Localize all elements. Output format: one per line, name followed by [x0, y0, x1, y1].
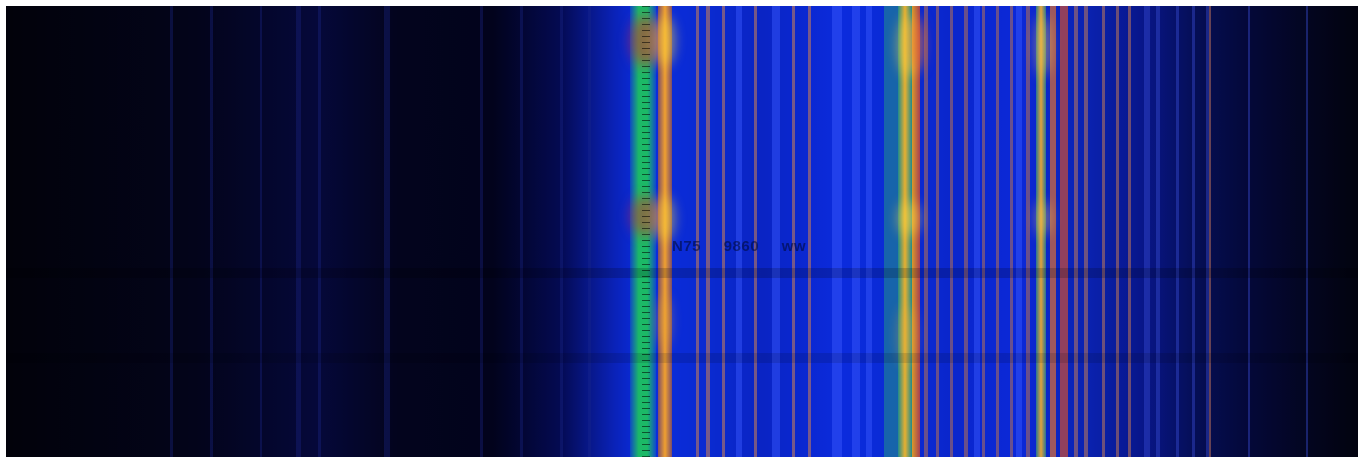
spectral-line	[1209, 6, 1211, 457]
spectrum-waterfall-display[interactable]: N75 9860 ww	[6, 6, 1358, 457]
spectral-line	[964, 6, 968, 457]
spectral-line	[832, 6, 842, 457]
spectral-line	[792, 6, 795, 457]
spectral-line	[1192, 6, 1195, 457]
spectral-line	[808, 6, 811, 457]
signal-hotspot	[912, 16, 924, 71]
spectral-line	[1306, 6, 1308, 457]
signal-hotspot	[1036, 16, 1050, 76]
spectral-line	[588, 6, 591, 457]
spectral-line	[722, 6, 725, 457]
signal-hotspot	[1036, 201, 1050, 236]
signal-hotspot	[658, 296, 670, 346]
strong-carrier-line	[1036, 6, 1046, 457]
spectral-line	[480, 6, 483, 457]
spectral-line	[754, 6, 757, 457]
spectral-line	[1176, 6, 1179, 457]
frequency-overlay-label: N75 9860 ww	[672, 238, 807, 255]
spectral-line	[1026, 6, 1030, 457]
spectral-line	[520, 6, 523, 457]
spectral-line	[1116, 6, 1119, 457]
spectral-line	[1060, 6, 1068, 457]
spectral-line	[706, 6, 710, 457]
spectral-line	[210, 6, 213, 457]
spectral-line	[852, 6, 860, 457]
spectral-line	[296, 6, 301, 457]
spectral-line	[924, 6, 928, 457]
spectral-line	[772, 6, 780, 457]
spectral-line	[1010, 6, 1013, 457]
spectral-line	[974, 6, 980, 457]
tick-marker-column	[642, 6, 650, 457]
spectral-line	[736, 6, 742, 457]
spectral-line	[1050, 6, 1056, 457]
spectral-line	[1084, 6, 1088, 457]
spectral-line	[1144, 6, 1150, 457]
spectral-line	[170, 6, 173, 457]
signal-hotspot	[898, 201, 920, 236]
spectral-line	[936, 6, 939, 457]
scan-divider-band-lower	[6, 353, 1358, 363]
spectral-line	[384, 6, 390, 457]
spectral-line	[318, 6, 321, 457]
spectral-line	[1248, 6, 1250, 457]
signal-hotspot	[898, 306, 916, 366]
spectral-line	[1016, 6, 1022, 457]
spectral-line	[1102, 6, 1105, 457]
spectral-line	[1156, 6, 1160, 457]
scan-divider-band	[6, 268, 1358, 278]
spectral-line	[560, 6, 563, 457]
signal-hotspot	[654, 196, 674, 241]
spectral-line	[696, 6, 699, 457]
spectral-line	[1128, 6, 1131, 457]
green-band-line	[884, 6, 898, 457]
signal-hotspot	[654, 16, 674, 66]
noise-floor	[6, 6, 1358, 457]
spectral-line	[982, 6, 985, 457]
spectral-line	[1074, 6, 1078, 457]
spectral-line	[260, 6, 262, 457]
spectral-line	[866, 6, 872, 457]
spectral-line	[950, 6, 953, 457]
spectral-line	[1206, 6, 1209, 457]
spectral-line	[996, 6, 999, 457]
